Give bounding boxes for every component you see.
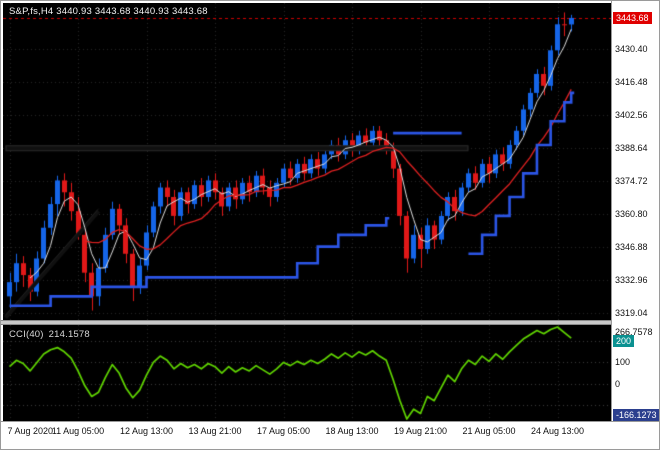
time-axis-label: 19 Aug 21:00: [393, 426, 448, 436]
cci-value-badge: 200: [613, 335, 635, 348]
price-axis-label: 3360.80: [615, 209, 648, 220]
time-axis-label: 17 Aug 05:00: [256, 426, 311, 436]
cci-axis-max-label: 266.7578: [615, 327, 653, 337]
time-axis-label: 21 Aug 05:00: [462, 426, 516, 436]
cci-min-badge: -166.1273: [613, 409, 659, 421]
time-axis-label: 7 Aug 2020: [7, 426, 54, 436]
price-axis-label: 3388.64: [615, 143, 648, 154]
price-axis-label: 3346.88: [615, 241, 648, 252]
cci-indicator-name: CCI(40): [9, 329, 44, 340]
time-axis-label: 12 Aug 13:00: [119, 426, 174, 436]
time-axis-label: 13 Aug 21:00: [188, 426, 242, 436]
price-axis-label: 3430.40: [615, 44, 648, 55]
price-axis[interactable]: 3443.68 3430.40 3416.48 3402.56 3388.64 3374.…: [611, 1, 659, 421]
cci-indicator-header: CCI(40) 214.1578: [9, 329, 95, 340]
symbol-ohlc-header: S&P,fs,H4 3440.93 3443.68 3440.93 3443.6…: [9, 6, 208, 17]
price-axis-label: 3319.04: [615, 307, 648, 318]
time-axis-label: 24 Aug 13:00: [530, 426, 585, 436]
price-axis-label: 3374.72: [615, 176, 648, 187]
cci-axis-label: 0: [615, 378, 621, 389]
price-axis-label: 3402.56: [615, 110, 648, 121]
cci-indicator-value: 214.1578: [48, 329, 90, 340]
price-axis-label: 3332.96: [615, 274, 648, 285]
cci-axis-label: 100: [615, 357, 631, 368]
price-axis-label: 3416.48: [615, 77, 648, 88]
panel-separator[interactable]: [1, 320, 659, 325]
time-axis-label: 18 Aug 13:00: [325, 426, 379, 436]
time-axis[interactable]: 7 Aug 2020 11 Aug 05:00 12 Aug 13:00 13 Aug…: [1, 421, 659, 449]
time-axis-label: 11 Aug 05:00: [51, 426, 105, 436]
main-chart-canvas[interactable]: [3, 3, 611, 320]
current-price-badge: 3443.68: [613, 11, 652, 24]
cci-indicator-canvas[interactable]: [3, 325, 611, 421]
